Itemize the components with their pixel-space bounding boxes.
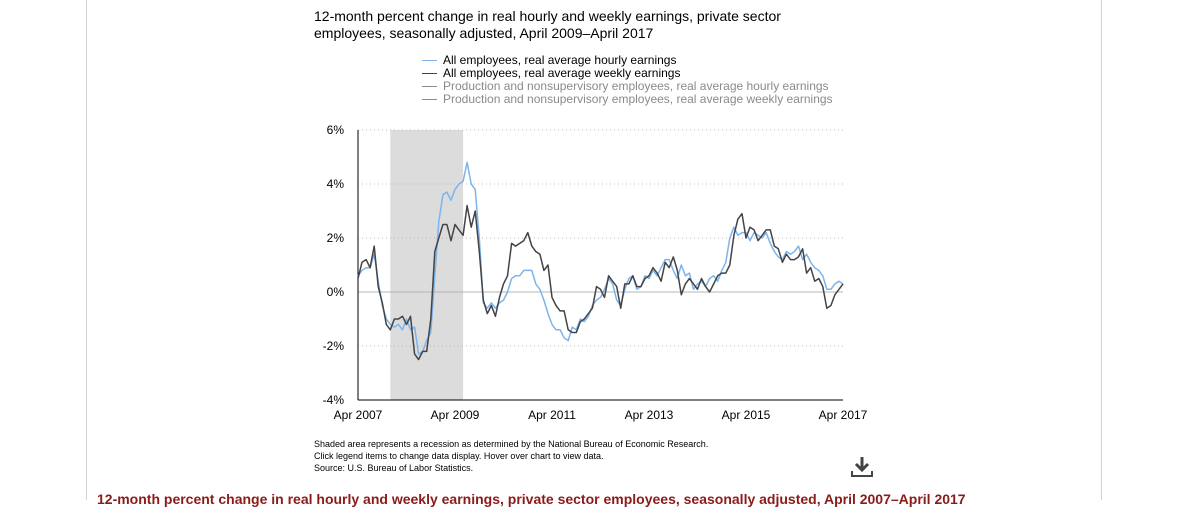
y-tick-label: -2% <box>323 339 345 353</box>
x-tick-label: Apr 2007 <box>334 408 383 422</box>
x-tick-label: Apr 2011 <box>528 408 576 422</box>
y-tick-label: 2% <box>327 231 345 245</box>
download-icon[interactable] <box>850 455 874 479</box>
x-tick-label: Apr 2015 <box>722 408 771 422</box>
legend-swatch-hourly <box>422 60 437 61</box>
chart-footnotes: Shaded area represents a recession as de… <box>314 438 708 474</box>
legend-item-production-weekly[interactable]: Production and nonsupervisory employees,… <box>422 93 833 106</box>
source-note: Source: U.S. Bureau of Labor Statistics. <box>314 463 474 473</box>
legend-label-production-weekly: Production and nonsupervisory employees,… <box>443 92 833 106</box>
x-tick-label: Apr 2017 <box>819 408 868 422</box>
y-tick-label: -4% <box>323 393 345 407</box>
page-border-left <box>86 0 87 500</box>
recession-note: Shaded area represents a recession as de… <box>314 439 709 449</box>
legend-item-weekly[interactable]: All employees, real average weekly earni… <box>422 67 833 80</box>
y-tick-label: 0% <box>327 285 345 299</box>
y-tick-label: 6% <box>327 123 345 137</box>
legend-item-production-hourly[interactable]: Production and nonsupervisory employees,… <box>422 80 833 93</box>
legend-label-production-hourly: Production and nonsupervisory employees,… <box>443 79 829 93</box>
interaction-note: Click legend items to change data displa… <box>314 451 604 461</box>
y-tick-label: 4% <box>327 177 345 191</box>
legend-label-weekly: All employees, real average weekly earni… <box>443 66 681 80</box>
legend-swatch-weekly <box>422 73 437 74</box>
recession-shade <box>390 130 464 400</box>
legend-swatch-production-hourly <box>422 86 437 87</box>
x-tick-label: Apr 2013 <box>625 408 674 422</box>
x-tick-label: Apr 2009 <box>431 408 480 422</box>
chart-legend: All employees, real average hourly earni… <box>422 54 833 106</box>
legend-swatch-production-weekly <box>422 99 437 100</box>
chart-title: 12-month percent change in real hourly a… <box>314 8 781 41</box>
page-border-right <box>1101 0 1102 500</box>
series-line-hourly[interactable] <box>357 161 844 355</box>
legend-item-hourly[interactable]: All employees, real average hourly earni… <box>422 54 833 67</box>
download-icon-glyph <box>851 457 873 477</box>
series-line-weekly[interactable] <box>357 204 844 361</box>
legend-label-hourly: All employees, real average hourly earni… <box>443 53 677 67</box>
